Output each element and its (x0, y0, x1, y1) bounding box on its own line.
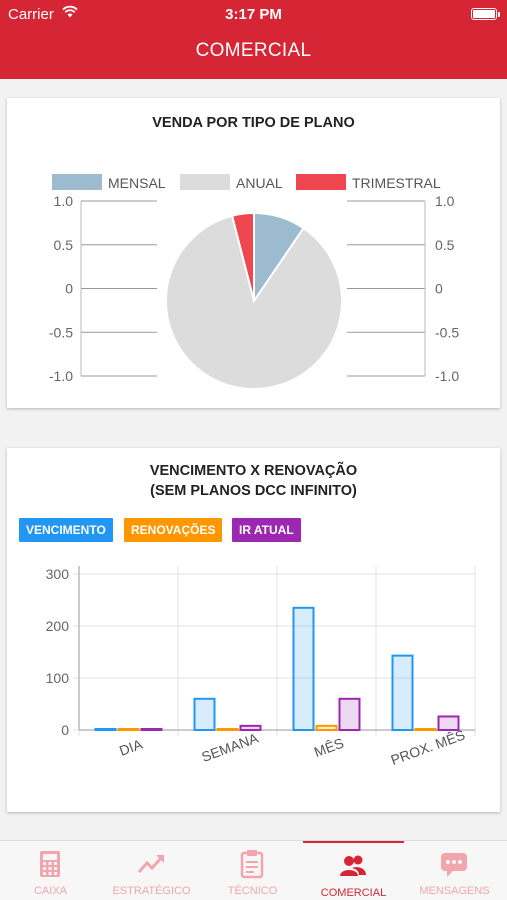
tab-label-mensagens: MENSAGENS (419, 885, 490, 897)
bar-iratual-2[interactable] (338, 697, 361, 732)
bar-y-tick: 0 (61, 722, 69, 738)
legend-swatch-mensal (52, 174, 102, 190)
legend-chip-vencimento[interactable]: VENCIMENTO (19, 518, 113, 542)
pie-tick-left: 1.0 (54, 196, 74, 209)
tab-label-tecnico: TÉCNICO (227, 885, 278, 897)
bar-vencimento-3[interactable] (391, 654, 414, 731)
page-title: COMERCIAL (195, 40, 312, 61)
bar-renovaes-3[interactable] (414, 728, 437, 731)
status-time: 3:17 PM (225, 6, 282, 23)
tab-label-comercial: COMERCIAL (320, 887, 387, 899)
bar-y-tick: 200 (46, 618, 70, 634)
legend-chip-ir-atual[interactable]: IR ATUAL (232, 518, 301, 542)
battery-icon (471, 8, 500, 20)
plan-type-card: VENDA POR TIPO DE PLANO MENSAL ANUAL TRI… (7, 98, 500, 408)
bar-x-label: PROX. MÊS (389, 726, 468, 768)
bar-iratual-0[interactable] (140, 728, 163, 731)
bar-renovaes-0[interactable] (117, 728, 140, 731)
bar-renovaes-1[interactable] (216, 728, 239, 731)
tab-tecnico[interactable]: TÉCNICO (202, 841, 303, 900)
tab-label-estrategico: ESTRATÉGICO (112, 885, 191, 897)
bar-vencimento-1[interactable] (193, 697, 216, 732)
renewal-title-line1: VENCIMENTO X RENOVAÇÃO (149, 463, 358, 479)
bar-iratual-1[interactable] (239, 724, 262, 731)
bar-renovaes-2[interactable] (315, 724, 338, 731)
pie-tick-right: -0.5 (435, 324, 459, 340)
pie-tick-right: -1.0 (435, 368, 459, 384)
bar-y-tick: 300 (46, 566, 70, 582)
chat-icon (441, 853, 467, 877)
tab-label-caixa: CAIXA (33, 885, 67, 897)
calculator-icon (40, 851, 60, 877)
renewal-title-line2: (SEM PLANOS DCC INFINITO) (150, 483, 357, 499)
legend-chip-renovacoes[interactable]: RENOVAÇÕES (124, 518, 223, 542)
pie-tick-left: -0.5 (49, 324, 73, 340)
pie-tick-left: -1.0 (49, 368, 73, 384)
pie-slice-trimestral[interactable] (230, 211, 255, 302)
legend-swatch-anual (180, 174, 230, 190)
app-header: Carrier 3:17 PM COMERCIAL (0, 0, 507, 79)
legend-label-mensal: MENSAL (108, 175, 166, 191)
bar-y-tick: 100 (46, 670, 70, 686)
legend-swatch-trimestral (296, 174, 346, 190)
users-icon (340, 855, 366, 876)
bar-x-label: MÊS (312, 735, 346, 760)
trend-up-icon (137, 855, 164, 873)
pie-tick-left: 0 (65, 281, 73, 297)
tab-caixa[interactable]: CAIXA (0, 841, 101, 900)
bar-vencimento-2[interactable] (292, 606, 315, 731)
wifi-icon (62, 5, 78, 23)
tab-mensagens[interactable]: MENSAGENS (404, 841, 507, 900)
bar-iratual-3[interactable] (437, 715, 460, 731)
bar-x-label: DIA (117, 736, 145, 759)
tab-comercial[interactable]: COMERCIAL (303, 841, 404, 900)
status-bar: Carrier 3:17 PM (0, 0, 507, 28)
pie-slice-anual[interactable] (165, 214, 343, 390)
tab-estrategico[interactable]: ESTRATÉGICO (101, 841, 202, 900)
pie-tick-right: 1.0 (435, 196, 455, 209)
bar-chart: 0 100 200 300 DIA SEMANA MÊS PROX. MÊS (46, 566, 476, 768)
carrier-label: Carrier (8, 6, 54, 23)
legend-label-trimestral: TRIMESTRAL (352, 175, 441, 191)
pie-tick-left: 0.5 (54, 237, 74, 253)
plan-type-title: VENDA POR TIPO DE PLANO (152, 115, 355, 131)
legend-label-anual: ANUAL (236, 175, 283, 191)
pie-chart: 1.0 1.0 0.5 0.5 0 0 -0.5 -0.5 -1.0 -1.0 (49, 196, 459, 390)
tab-bar: CAIXA ESTRATÉGICO TÉCNICO COMERCIAL (0, 840, 507, 900)
renewal-card: VENCIMENTO X RENOVAÇÃO (SEM PLANOS DCC I… (7, 448, 500, 812)
pie-tick-right: 0.5 (435, 237, 455, 253)
clipboard-icon (240, 850, 264, 879)
pie-tick-right: 0 (435, 281, 443, 297)
bar-vencimento-0[interactable] (94, 728, 117, 731)
bar-x-label: SEMANA (199, 729, 261, 764)
